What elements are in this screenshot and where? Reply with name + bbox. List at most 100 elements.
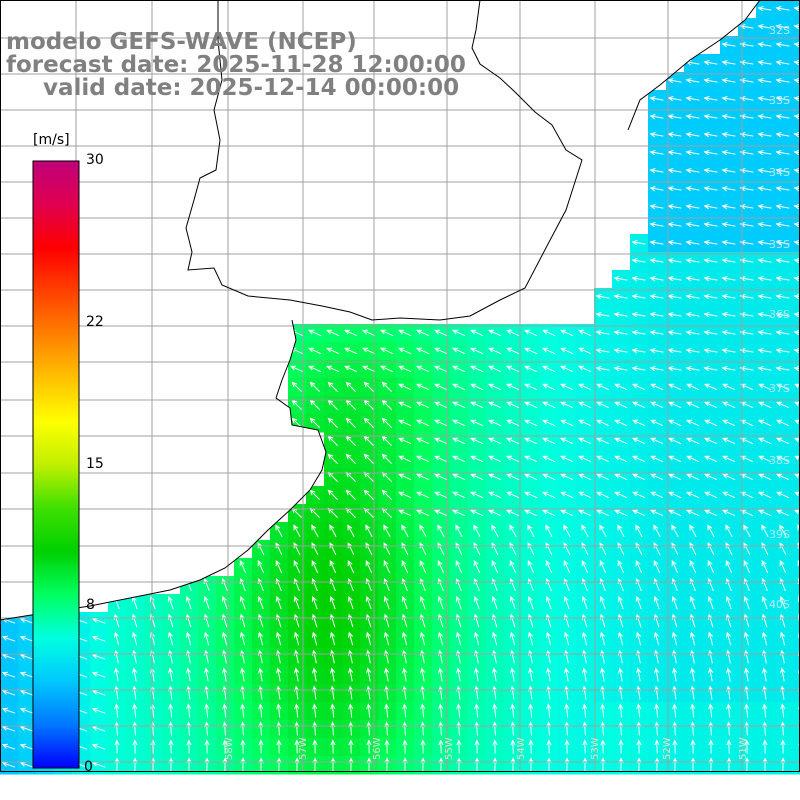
wind-arrow [416, 491, 430, 499]
wind-arrow [416, 401, 430, 409]
wind-arrow [401, 524, 409, 537]
wind-arrow [384, 703, 390, 718]
wind-arrow [452, 383, 466, 391]
wind-arrow [204, 667, 210, 682]
wind-arrow [775, 150, 790, 156]
wind-arrow [524, 455, 538, 463]
wind-speed-cell [792, 468, 800, 487]
wind-arrow [725, 631, 732, 646]
wind-arrow [257, 595, 264, 610]
wind-arrow [758, 401, 772, 409]
wind-arrow [758, 473, 772, 481]
wind-arrow [775, 258, 790, 264]
wind-arrow [740, 419, 754, 427]
wind-arrow [293, 595, 300, 610]
wind-arrow [671, 524, 679, 537]
wind-arrow [329, 542, 337, 556]
latitude-label: 32S [769, 24, 790, 37]
wind-arrow [757, 222, 772, 228]
wind-arrow [113, 631, 120, 646]
wind-arrow [366, 667, 372, 682]
wind-arrow [649, 312, 664, 318]
wind-arrow [327, 381, 338, 392]
lat-lon-grid [0, 0, 800, 772]
wind-arrow [509, 524, 517, 537]
wind-arrow [329, 560, 337, 574]
wind-arrow [506, 347, 520, 355]
wind-arrow [649, 258, 664, 264]
wind-arrow [793, 222, 800, 228]
wind-arrow [348, 703, 354, 718]
wind-arrow [275, 560, 283, 574]
wind-arrow [560, 365, 574, 373]
colorbar-unit: [m/s] [33, 132, 70, 148]
wind-arrow [398, 329, 412, 337]
wind-arrow [739, 168, 754, 174]
wind-arrow [672, 739, 678, 754]
wind-arrow [721, 240, 736, 246]
wind-arrow [509, 542, 517, 556]
wind-arrow [650, 383, 664, 391]
wind-arrow [470, 455, 484, 463]
wind-arrow [542, 365, 556, 373]
wind-arrow [797, 524, 800, 531]
wind-arrow [398, 473, 412, 481]
wind-arrow [345, 489, 356, 500]
wind-arrow [758, 491, 772, 499]
wind-arrow [725, 542, 733, 556]
model-title: modelo GEFS-WAVE (NCEP) [6, 29, 357, 55]
wind-arrow [185, 631, 192, 646]
wind-arrow [704, 455, 718, 463]
wind-arrow [743, 524, 751, 537]
wind-arrow [721, 258, 736, 264]
wind-arrow [420, 703, 426, 718]
wind-arrow [649, 330, 664, 336]
wind-arrow [739, 258, 754, 264]
wind-arrow [365, 542, 373, 556]
wind-arrow [667, 294, 682, 300]
wind-arrow [721, 168, 736, 174]
wind-arrow [491, 560, 499, 574]
wind-arrow [221, 631, 228, 646]
wind-arrow [542, 401, 556, 409]
wind-arrow [793, 150, 800, 156]
wind-arrow [722, 455, 736, 463]
wind-arrow [546, 703, 552, 718]
wind-arrow [186, 667, 192, 682]
wind-arrow [761, 560, 769, 574]
wind-arrow [401, 595, 408, 610]
wind-arrow [384, 739, 390, 754]
wind-arrow [757, 348, 772, 354]
wind-arrow [793, 6, 800, 12]
wind-arrow [757, 24, 772, 30]
wind-arrow [739, 294, 754, 300]
wind-arrow [757, 276, 772, 282]
wind-arrow [721, 78, 736, 84]
wind-arrow [686, 455, 700, 463]
wind-arrow [793, 240, 800, 246]
wind-arrow [91, 743, 106, 750]
wind-arrow [381, 417, 392, 428]
wind-arrow [434, 455, 448, 463]
wind-arrow [114, 703, 120, 718]
wind-arrow [631, 294, 646, 300]
wind-arrow [600, 739, 606, 754]
wind-arrow [416, 365, 430, 373]
wind-arrow [474, 739, 480, 754]
wind-arrow [434, 437, 448, 445]
wind-arrow [617, 524, 625, 537]
wind-arrow [366, 703, 372, 718]
wind-arrow [167, 595, 174, 610]
wind-arrow [398, 383, 412, 391]
wind-arrow [596, 401, 610, 409]
wind-arrow [581, 631, 588, 646]
wind-arrow [456, 703, 462, 718]
wind-arrow [524, 473, 538, 481]
wind-arrow [240, 667, 246, 682]
wind-arrow [275, 595, 282, 610]
wind-arrow [739, 186, 754, 192]
wind-arrow [1, 707, 16, 714]
wind-arrow [649, 114, 664, 120]
wind-arrow [690, 667, 696, 682]
wind-arrow [438, 739, 444, 754]
